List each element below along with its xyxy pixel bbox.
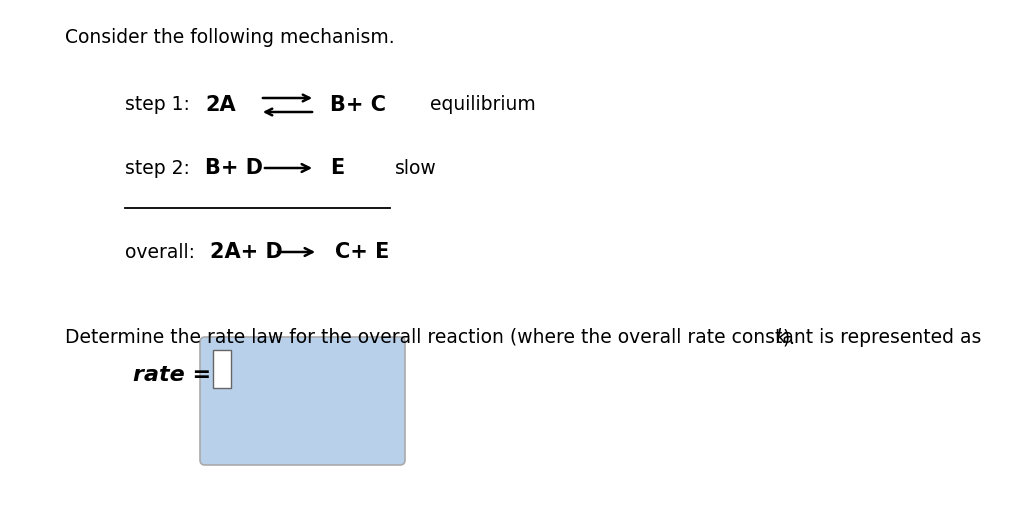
- Text: ).: ).: [782, 328, 796, 347]
- Text: 2A+ D: 2A+ D: [210, 242, 283, 262]
- Text: Consider the following mechanism.: Consider the following mechanism.: [65, 28, 394, 47]
- Text: B+ D: B+ D: [205, 158, 263, 178]
- FancyBboxPatch shape: [200, 337, 406, 465]
- Text: slow: slow: [395, 159, 437, 178]
- Text: C+ E: C+ E: [335, 242, 389, 262]
- Text: step 2:: step 2:: [125, 159, 189, 178]
- Text: equilibrium: equilibrium: [430, 96, 536, 115]
- Text: step 1:: step 1:: [125, 96, 189, 115]
- Text: E: E: [330, 158, 344, 178]
- Text: 2A: 2A: [205, 95, 236, 115]
- Text: Determine the rate law for the overall reaction (where the overall rate constant: Determine the rate law for the overall r…: [65, 328, 987, 347]
- Text: B+ C: B+ C: [330, 95, 386, 115]
- Text: overall:: overall:: [125, 243, 195, 262]
- Bar: [213, 350, 231, 388]
- Text: k: k: [776, 328, 786, 347]
- Text: rate =: rate =: [133, 365, 211, 385]
